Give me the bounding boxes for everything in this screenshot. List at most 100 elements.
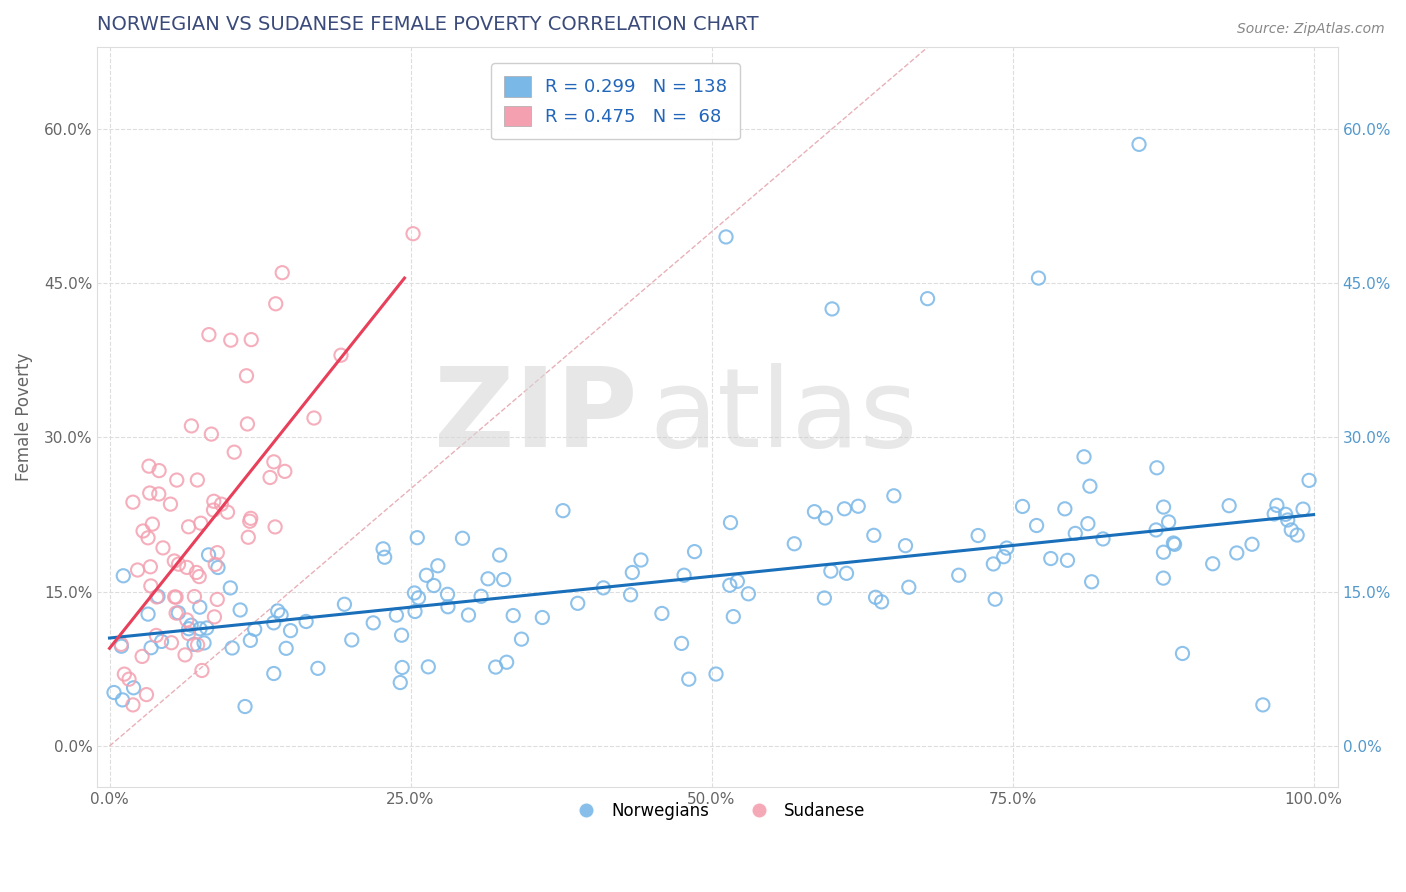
Point	[176, 613, 198, 627]
Point	[621, 566, 644, 580]
Point	[835, 566, 858, 581]
Point	[207, 560, 229, 574]
Point	[295, 615, 318, 629]
Point	[166, 473, 188, 487]
Point	[1263, 507, 1285, 521]
Point	[330, 348, 353, 362]
Point	[408, 591, 430, 605]
Point	[183, 590, 205, 604]
Point	[177, 520, 200, 534]
Point	[217, 505, 239, 519]
Point	[276, 641, 298, 656]
Point	[385, 608, 408, 623]
Point	[671, 636, 693, 650]
Point	[195, 621, 218, 635]
Point	[371, 541, 394, 556]
Point	[820, 564, 842, 578]
Point	[737, 587, 759, 601]
Point	[145, 590, 167, 604]
Point	[165, 590, 187, 604]
Point	[139, 579, 162, 593]
Point	[187, 638, 209, 652]
Point	[146, 590, 169, 604]
Point	[191, 664, 214, 678]
Point	[236, 417, 259, 431]
Point	[204, 558, 226, 572]
Point	[995, 541, 1018, 555]
Point	[138, 459, 160, 474]
Point	[127, 563, 149, 577]
Point	[302, 411, 325, 425]
Legend: Norwegians, Sudanese: Norwegians, Sudanese	[562, 796, 872, 827]
Point	[502, 608, 524, 623]
Point	[630, 553, 652, 567]
Point	[193, 636, 215, 650]
Point	[1078, 479, 1101, 493]
Point	[897, 580, 920, 594]
Point	[870, 595, 893, 609]
Point	[136, 531, 159, 545]
Y-axis label: Female Poverty: Female Poverty	[15, 352, 32, 481]
Point	[821, 301, 844, 316]
Point	[165, 606, 187, 620]
Point	[1073, 450, 1095, 464]
Point	[404, 605, 426, 619]
Point	[174, 648, 197, 662]
Point	[1077, 516, 1099, 531]
Point	[263, 615, 285, 630]
Point	[1039, 551, 1062, 566]
Point	[1011, 500, 1033, 514]
Point	[495, 655, 517, 669]
Point	[406, 531, 429, 545]
Point	[993, 549, 1015, 564]
Point	[1251, 698, 1274, 712]
Point	[423, 578, 446, 592]
Point	[567, 596, 589, 610]
Point	[1277, 513, 1299, 527]
Point	[207, 546, 229, 560]
Point	[219, 333, 242, 347]
Point	[492, 573, 515, 587]
Point	[110, 637, 132, 651]
Point	[485, 660, 508, 674]
Point	[259, 470, 281, 484]
Point	[1152, 571, 1174, 585]
Point	[229, 603, 252, 617]
Point	[1163, 537, 1185, 551]
Point	[723, 609, 745, 624]
Point	[477, 572, 499, 586]
Point	[167, 606, 190, 620]
Point	[138, 486, 160, 500]
Point	[239, 633, 262, 648]
Point	[139, 559, 162, 574]
Point	[122, 495, 145, 509]
Point	[426, 558, 449, 573]
Point	[803, 505, 825, 519]
Point	[1028, 271, 1050, 285]
Point	[725, 574, 748, 589]
Point	[103, 685, 125, 699]
Point	[1298, 474, 1320, 488]
Point	[1279, 523, 1302, 537]
Point	[204, 610, 226, 624]
Point	[152, 541, 174, 555]
Point	[1128, 137, 1150, 152]
Point	[243, 623, 266, 637]
Point	[834, 501, 856, 516]
Point	[141, 517, 163, 532]
Point	[1153, 500, 1175, 514]
Point	[190, 516, 212, 531]
Point	[415, 568, 437, 582]
Point	[1056, 553, 1078, 567]
Text: ZIP: ZIP	[433, 363, 637, 470]
Point	[188, 622, 211, 636]
Point	[391, 628, 413, 642]
Point	[274, 464, 297, 478]
Point	[1226, 546, 1249, 560]
Point	[188, 569, 211, 583]
Point	[271, 266, 294, 280]
Point	[118, 672, 141, 686]
Point	[239, 514, 262, 528]
Point	[136, 607, 159, 621]
Point	[488, 548, 510, 562]
